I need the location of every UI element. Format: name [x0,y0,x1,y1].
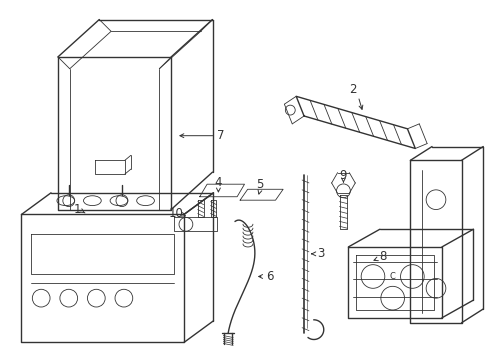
Text: 3: 3 [317,247,324,260]
Text: 4: 4 [214,176,222,189]
Text: 8: 8 [378,250,386,263]
Text: C: C [389,272,395,281]
Text: 9: 9 [339,168,346,181]
Text: 10: 10 [168,207,183,220]
Text: 5: 5 [256,179,263,192]
Text: 7: 7 [216,129,224,142]
Text: 6: 6 [265,270,273,283]
Text: 2: 2 [349,83,356,96]
Text: 1: 1 [74,203,81,216]
